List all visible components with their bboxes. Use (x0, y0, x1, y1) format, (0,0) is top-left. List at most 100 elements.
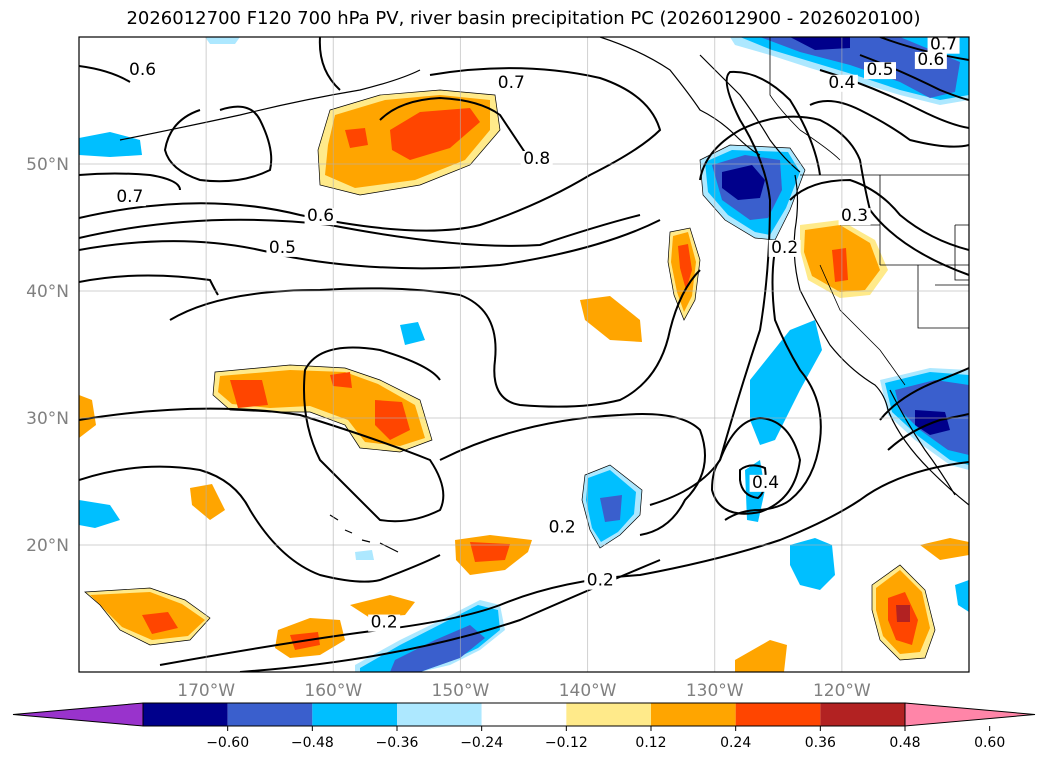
precip-positive-fill (470, 542, 510, 562)
pv-contour (439, 413, 706, 536)
precip-negative-fill (79, 500, 120, 528)
contour-label-bg (266, 239, 299, 257)
pv-contour (163, 105, 273, 183)
contour-label-bg (304, 208, 337, 226)
colorbar-bin (566, 703, 651, 726)
precip-positive-fill (345, 128, 368, 148)
x-tick-label: 170°W (177, 681, 235, 701)
pv-contour (789, 178, 969, 251)
alaska-coastline (599, 37, 761, 156)
precip-negative-fill (205, 37, 240, 44)
colorbar-bin (312, 703, 397, 726)
pv-contour (79, 465, 441, 583)
precip-negative-fill (722, 165, 765, 200)
colorbar-tick-label: −0.12 (545, 735, 588, 751)
pv-contour (699, 115, 969, 276)
precip-positive-fill (390, 108, 480, 160)
contour-label-bg (126, 62, 159, 80)
border-layer (769, 37, 969, 386)
precip-outline (581, 464, 643, 549)
x-tick-label: 140°W (559, 681, 617, 701)
hawaii-islands (329, 514, 399, 553)
colorbar-bin (735, 703, 821, 726)
colorbar-tick-label: −0.24 (460, 735, 503, 751)
pv-contour (887, 413, 969, 451)
contour-label: 0.2 (549, 517, 576, 537)
precip-outline (871, 564, 936, 661)
contour-label: 0.5 (269, 238, 296, 258)
pv-contour (879, 37, 969, 61)
colorbar-frame (142, 702, 906, 727)
precip-negative-fill (750, 320, 822, 445)
aleutian-coastline (119, 69, 421, 141)
chart-title: 2026012700 F120 700 hPa PV, river basin … (126, 8, 921, 29)
precip-negative-fill (600, 495, 622, 522)
colorbar-tick-label: −0.48 (291, 735, 334, 751)
contour-label-bg (914, 51, 947, 69)
pv-contour (169, 269, 701, 408)
contour-label: 0.2 (587, 571, 614, 591)
pv-contour (79, 219, 661, 270)
precip-positive-fill (832, 248, 848, 282)
x-tick-label: 120°W (813, 681, 871, 701)
precip-positive-fill (896, 605, 910, 622)
contour-label-bg (546, 519, 579, 537)
colorbar-tick-label: −0.36 (376, 735, 419, 751)
contour-label-bg (864, 62, 896, 80)
pv-contour (79, 172, 181, 191)
canada-coastline (699, 54, 801, 173)
y-tick-label: 40°N (26, 282, 69, 302)
pv-contour (318, 37, 341, 91)
y-tick-label: 50°N (26, 155, 69, 175)
colorbar-tick-label: 0.60 (974, 735, 1005, 751)
x-tick-label: 150°W (432, 681, 490, 701)
colorbar: −0.60 −0.48 −0.36 −0.24 −0.12 0.12 0.24 0.36 0.4… (12, 702, 1036, 751)
colorbar-bin (143, 703, 228, 726)
y-tick-label: 30°N (26, 409, 69, 429)
map-background (79, 37, 969, 672)
pv-contour (79, 214, 641, 247)
colorbar-bin (820, 703, 905, 726)
contour-label-bg (927, 37, 960, 54)
colorbar-bin (227, 703, 313, 726)
baja-coastline (889, 389, 956, 496)
precip-positive-fill (79, 395, 96, 438)
precip-outline (699, 144, 806, 241)
precip-outline (84, 587, 211, 646)
colorbar-extend-min (12, 702, 144, 727)
precip-negative-fill (790, 538, 835, 590)
precip-positive-fill (735, 640, 787, 672)
precip-negative-fill (760, 37, 960, 98)
contour-label-bg (113, 189, 146, 207)
precip-positive-fill (230, 380, 268, 408)
colorbar-extend-max (904, 702, 1036, 727)
contour-label: 0.6 (129, 60, 156, 80)
precip-negative-fill (790, 37, 850, 50)
precip-negative-fill (355, 550, 374, 560)
contour-label-bg (520, 151, 553, 168)
pv-contour (79, 65, 131, 83)
pv-contour (79, 67, 662, 232)
precip-positive-fill (190, 484, 225, 520)
colorbar-bin (651, 703, 736, 726)
contour-label-bg (584, 572, 617, 590)
contour-label-layer: 0.60.70.80.70.60.50.70.60.50.40.30.20.40… (113, 37, 960, 633)
y-tick-label: 20°N (26, 536, 69, 556)
pv-contour (649, 70, 821, 506)
contour-label: 0.2 (771, 238, 798, 258)
colorbar-tick-label: 0.12 (635, 735, 666, 751)
pv-contour (710, 416, 802, 515)
precip-outline (212, 364, 433, 453)
precip-positive-fill (678, 244, 692, 290)
contour-label-bg (768, 239, 801, 257)
contour-label: 0.3 (841, 206, 868, 226)
precip-outline-layer (84, 89, 936, 661)
contour-label-bg (749, 474, 782, 492)
contour-label: 0.4 (828, 73, 855, 93)
precip-negative-fill (955, 580, 969, 612)
contour-label: 0.2 (371, 613, 398, 633)
precip-positive-fill (580, 296, 642, 342)
contour-label-bg (838, 208, 871, 226)
precip-outline (317, 89, 501, 196)
